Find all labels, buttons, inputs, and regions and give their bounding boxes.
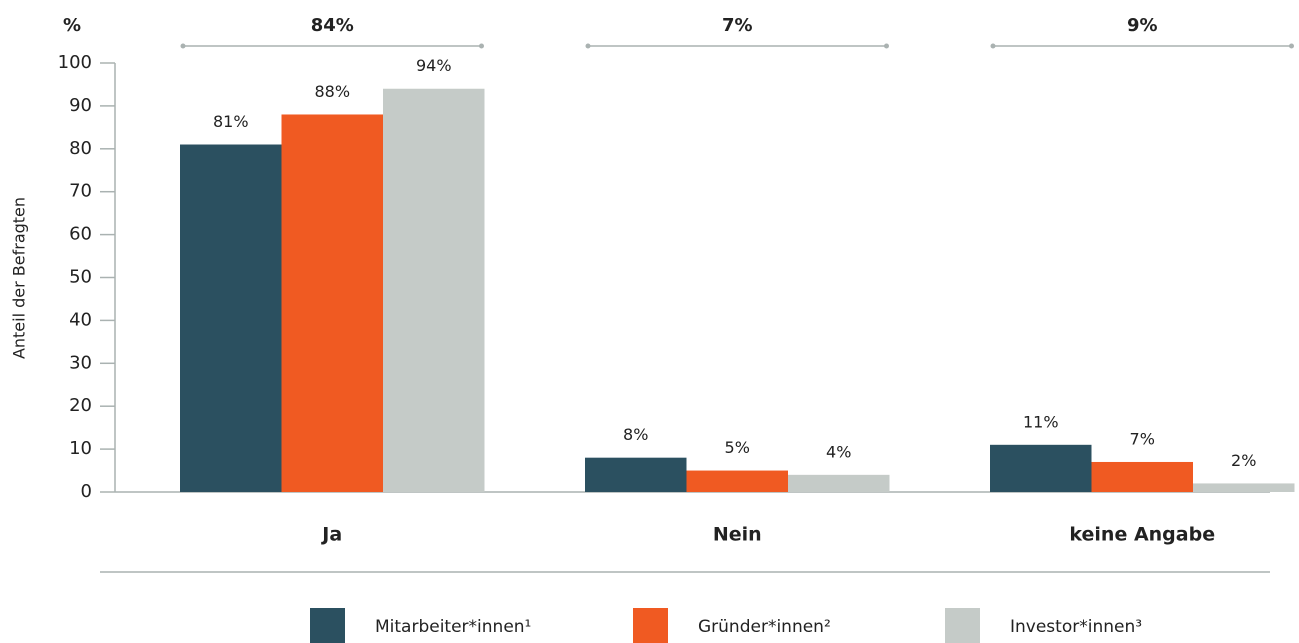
group-total-label: 7% xyxy=(722,15,753,36)
bar xyxy=(686,470,788,492)
bracket-end xyxy=(990,43,996,49)
bracket-end xyxy=(180,43,186,49)
bar xyxy=(180,144,282,492)
value-label: 5% xyxy=(725,438,750,457)
y-tick-label: 30 xyxy=(69,352,92,373)
y-tick-label: 70 xyxy=(69,181,92,202)
y-tick-label: 80 xyxy=(69,138,92,159)
value-label: 7% xyxy=(1130,429,1155,448)
y-tick-label: 60 xyxy=(69,224,92,245)
bar xyxy=(1091,461,1193,492)
bracket-end xyxy=(1289,43,1294,49)
y-tick-label: 0 xyxy=(81,481,92,502)
legend-swatch xyxy=(310,608,345,643)
bar xyxy=(383,88,485,493)
y-tick-label: 50 xyxy=(69,267,92,288)
bracket-end xyxy=(585,43,591,49)
y-tick-label: 10 xyxy=(69,438,92,459)
y-tick-label: 100 xyxy=(58,52,92,73)
value-label: 2% xyxy=(1231,451,1256,470)
value-label: 8% xyxy=(623,425,648,444)
unit-label: % xyxy=(63,15,81,36)
y-axis-title: Anteil der Befragten xyxy=(10,197,29,359)
bar xyxy=(281,114,383,492)
y-tick-label: 90 xyxy=(69,95,92,116)
group-total-label: 9% xyxy=(1127,15,1158,36)
group-total-label: 84% xyxy=(311,15,354,36)
bar xyxy=(585,457,687,492)
y-tick-label: 40 xyxy=(69,309,92,330)
x-tick-label: Ja xyxy=(320,524,342,546)
bracket-end xyxy=(884,43,889,49)
legend-label: Gründer*innen² xyxy=(698,617,831,637)
legend-swatch xyxy=(945,608,980,643)
bar xyxy=(788,474,890,492)
value-label: 4% xyxy=(826,442,851,461)
x-tick-label: keine Angabe xyxy=(1069,524,1215,546)
bracket-end xyxy=(479,43,484,49)
value-label: 81% xyxy=(213,112,249,131)
value-label: 94% xyxy=(416,56,452,75)
bar xyxy=(990,444,1092,492)
legend-label: Investor*innen³ xyxy=(1010,617,1142,637)
value-label: 88% xyxy=(314,82,350,101)
bar xyxy=(1193,483,1295,492)
x-tick-label: Nein xyxy=(713,524,762,546)
legend-swatch xyxy=(633,608,668,643)
y-tick-label: 20 xyxy=(69,395,92,416)
legend-label: Mitarbeiter*innen¹ xyxy=(375,617,531,637)
value-label: 11% xyxy=(1023,412,1059,431)
